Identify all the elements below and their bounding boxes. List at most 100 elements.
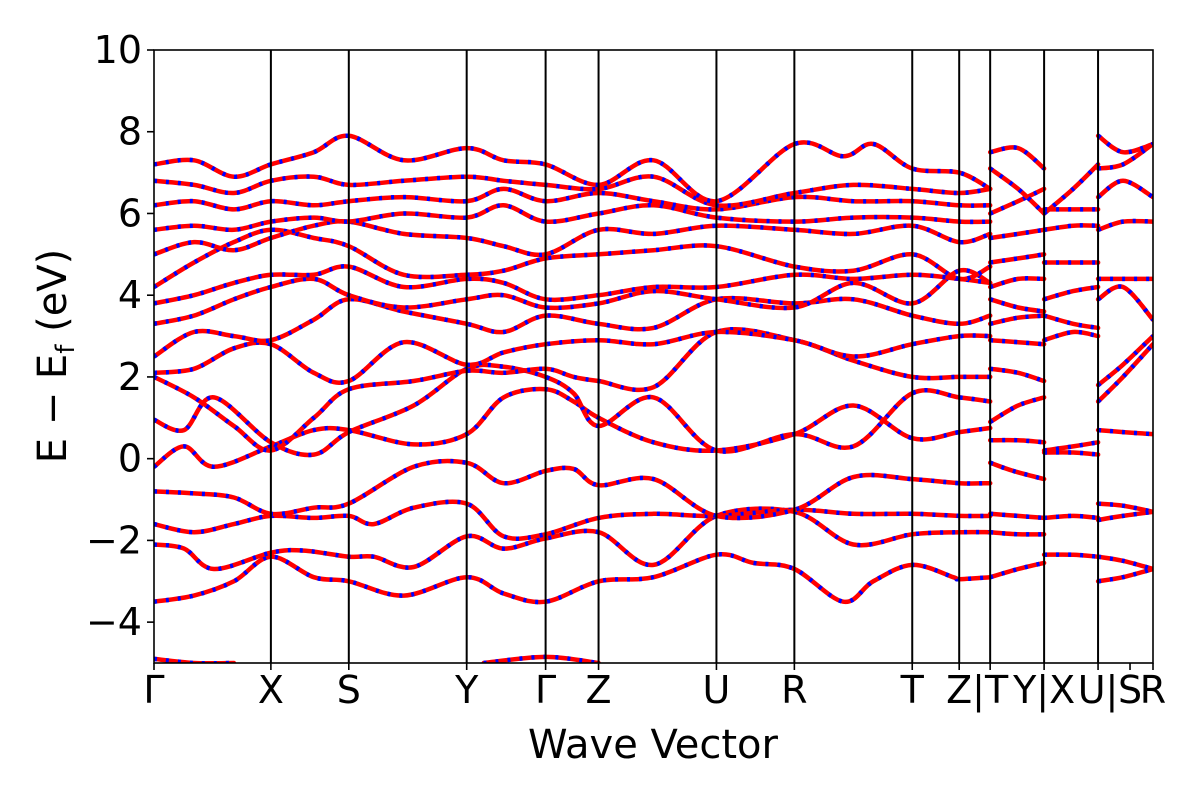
band-line-blue-29 [989,276,1045,290]
band-line-red-27 [987,313,1047,327]
band-line-blue-12 [154,219,991,258]
band-line-red-13 [154,203,993,233]
band-line-blue-35 [1043,440,1099,453]
band-line-red-39 [1041,329,1101,343]
y-tick-label: 4 [118,273,142,317]
band-line-blue-55 [1097,218,1153,232]
y-tick-label: 6 [118,191,142,235]
band-line-red-31 [987,227,1047,241]
band-line-red-24 [987,395,1047,425]
band-line-red-50 [1095,427,1153,437]
band-line-blue-39 [1043,329,1099,343]
band-line-red-12 [154,219,993,258]
band-line-red-58 [1095,141,1153,171]
x-axis-ticks: Γ X S Y Γ Z U R T Z |T Y|X U| SR [143,663,1166,713]
band-line-blue-16 [154,133,992,204]
band-line-red-41 [1041,284,1101,302]
band-line-blue-53 [1096,284,1153,322]
x-tick-label-9: Z [946,668,972,712]
band-line-red-29 [987,276,1047,290]
band-line-red-17 [154,656,237,663]
band-line-red-53 [1095,284,1153,322]
high-symmetry-lines [269,50,1100,663]
x-tick-label-1: X [258,668,284,712]
band-line-red-4 [154,386,993,470]
band-line-red-28 [987,297,1047,314]
band-line-blue-41 [1043,284,1099,302]
band-line-blue-47 [1097,554,1153,572]
band-line-red-30 [987,252,1047,265]
y-tick-label: 2 [118,355,142,399]
x-tick-label-12: U| [1078,668,1119,713]
y-tick-label: 8 [118,110,142,154]
band-line-blue-0 [154,552,991,605]
x-tick-label-2: S [337,668,361,712]
band-line-blue-50 [1097,427,1153,437]
band-line-blue-28 [989,297,1045,314]
band-line-red-0 [154,552,993,605]
x-tick-label-0: Γ [143,668,164,712]
band-line-red-55 [1095,218,1153,233]
band-line-blue-34 [988,166,1046,216]
band-line-red-35 [1041,440,1101,453]
band-line-red-40 [1041,313,1101,331]
band-line-blue-21 [990,529,1045,537]
band-line-blue-22 [989,560,1045,580]
x-axis-label: Wave Vector [528,722,779,768]
band-line-blue-20 [990,511,1045,521]
band-line-blue-25 [989,366,1045,384]
y-axis-ticks: −4 −2 0 2 4 6 8 10 [86,28,154,644]
band-line-blue-27 [989,313,1045,326]
band-line-red-52 [1095,341,1153,404]
x-tick-label-5: Z [586,668,612,712]
band-line-red-48 [1095,501,1153,515]
x-tick-label-10: |T [972,668,1009,713]
band-line-red-22 [987,560,1047,580]
band-line-red-33 [987,145,1047,171]
band-line-red-49 [1095,509,1153,523]
band-line-blue-38 [1044,552,1099,559]
bands-layer [154,133,1153,663]
band-line-red-56 [1095,178,1153,200]
band-line-red-32 [987,186,1047,216]
x-tick-label-6: U [703,668,731,712]
band-line-blue-49 [1097,509,1153,523]
band-line-blue-23 [990,437,1045,445]
x-tick-label-11: Y|X [1012,668,1075,713]
band-line-red-47 [1095,554,1153,572]
y-axis-label-tail: (eV) [30,249,76,345]
band-line-red-15 [154,174,993,208]
band-line-blue-19 [989,460,1045,482]
band-line-blue-36 [1044,450,1099,457]
x-tick-label-13: S [1118,668,1142,712]
band-line-red-16 [154,133,993,204]
band-line-blue-48 [1097,501,1153,515]
band-line-blue-40 [1043,313,1099,331]
plot-frame [153,49,1154,664]
x-tick-label-4: Γ [535,668,556,712]
band-line-blue-37 [1043,513,1099,521]
x-tick-label-3: Y [454,668,479,712]
band-line-blue-31 [989,227,1045,241]
band-line-blue-26 [990,337,1045,347]
y-axis-label: E − Ef (eV) [30,249,81,464]
band-line-blue-30 [989,252,1045,265]
band-line-blue-5 [154,362,991,458]
y-tick-label: −2 [86,518,142,562]
y-tick-label: 10 [94,28,142,72]
band-line-red-3 [154,458,993,521]
y-tick-label: −4 [86,600,142,644]
y-axis-label-sub: f [51,344,81,354]
y-tick-label: 0 [118,437,142,481]
band-line-blue-46 [1097,566,1153,584]
band-line-blue-44 [1042,162,1100,216]
band-line-blue-43 [1043,223,1099,233]
band-line-red-19 [987,460,1047,482]
y-axis-label-main: E − E [30,354,76,464]
band-line-blue-58 [1097,142,1153,171]
band-line-red-14 [154,186,993,212]
x-tick-label-7: R [781,668,807,712]
x-tick-label-8: T [900,668,925,712]
x-tick-label-14: R [1140,668,1166,712]
